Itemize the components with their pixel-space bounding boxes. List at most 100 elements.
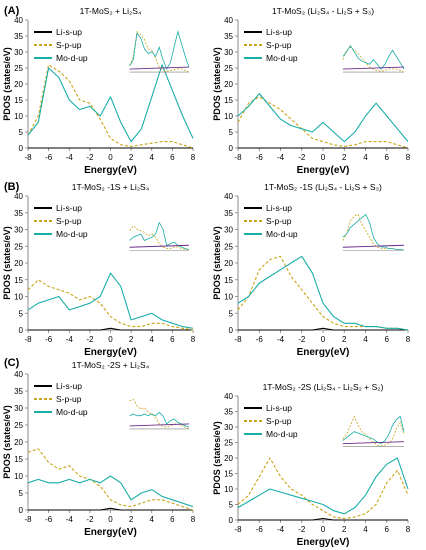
x-tick-label: -4 — [277, 335, 285, 344]
x-tick-label: 2 — [129, 153, 134, 162]
x-tick-label: 0 — [321, 335, 326, 344]
y-tick-label: 30 — [14, 404, 23, 413]
x-tick-label: 4 — [150, 335, 155, 344]
inset-plot — [129, 221, 190, 251]
x-tick-label: 8 — [406, 153, 411, 162]
series-line-li-s-up — [238, 327, 408, 331]
series-line-s-p-up — [237, 96, 409, 149]
inset-line-2 — [342, 44, 405, 70]
y-axis-label: PDOS (states/eV) — [212, 421, 222, 495]
y-tick-label: 15 — [224, 276, 233, 285]
x-tick-label: -8 — [24, 335, 32, 344]
y-axis-label: PDOS (states/eV) — [212, 226, 222, 300]
y-tick-label: 40 — [14, 370, 23, 379]
y-tick-label: 35 — [224, 32, 233, 41]
legend-label: S-p-up — [266, 416, 292, 426]
inset-purple-line — [342, 244, 405, 248]
inset-line-2 — [342, 213, 405, 251]
y-tick-label: 5 — [229, 128, 234, 137]
x-axis-label: Energy(eV) — [297, 165, 350, 176]
inset-line-1 — [342, 415, 405, 447]
legend-label: Mo-d-up — [266, 53, 298, 63]
x-tick-label: -2 — [86, 515, 94, 524]
x-tick-label: 6 — [385, 525, 390, 534]
chart-title: 1T-MoS₂ -2S + Li₂S₄ — [72, 360, 150, 370]
x-tick-label: -2 — [86, 153, 94, 162]
y-tick-label: 30 — [14, 48, 23, 57]
y-tick-label: 15 — [224, 96, 233, 105]
legend-label: Li-s-up — [266, 403, 292, 413]
series-line-li-s-up — [238, 517, 408, 521]
x-tick-label: -6 — [256, 153, 264, 162]
series-line-mo-d-up — [27, 64, 194, 143]
x-tick-label: -2 — [298, 153, 306, 162]
y-tick-label: 25 — [224, 242, 233, 251]
x-tick-label: 0 — [321, 525, 326, 534]
series-line-s-p-up — [27, 279, 194, 331]
inset-plot — [342, 44, 405, 73]
inset-purple-line — [342, 441, 405, 445]
x-tick-label: -4 — [277, 153, 285, 162]
x-tick-label: 6 — [385, 153, 390, 162]
legend-label: S-p-up — [266, 40, 292, 50]
y-tick-label: 40 — [224, 192, 233, 201]
legend-label: S-p-up — [56, 216, 82, 226]
x-tick-label: -4 — [66, 515, 74, 524]
x-tick-label: 2 — [342, 153, 347, 162]
y-tick-label: 30 — [224, 226, 233, 235]
x-tick-label: 4 — [363, 153, 368, 162]
series-line-mo-d-up — [237, 255, 409, 331]
legend-label: Mo-d-up — [266, 429, 298, 439]
x-tick-label: -8 — [24, 153, 32, 162]
y-tick-label: 0 — [19, 506, 24, 515]
y-axis-label: PDOS (states/eV) — [212, 47, 222, 121]
x-tick-label: 8 — [191, 153, 196, 162]
x-tick-label: 4 — [363, 525, 368, 534]
y-tick-label: 35 — [224, 209, 233, 218]
y-tick-label: 10 — [14, 472, 23, 481]
x-tick-label: -8 — [24, 515, 32, 524]
y-tick-label: 5 — [229, 501, 234, 510]
x-axis-label: Energy(eV) — [84, 165, 137, 176]
legend-label: Li-s-up — [56, 203, 82, 213]
series-line-mo-d-up — [237, 457, 409, 515]
legend-label: Li-s-up — [266, 203, 292, 213]
y-tick-label: 15 — [14, 276, 23, 285]
y-tick-label: 10 — [224, 293, 233, 302]
y-tick-label: 10 — [14, 293, 23, 302]
x-tick-label: 0 — [108, 335, 113, 344]
y-tick-label: 20 — [224, 259, 233, 268]
y-tick-label: 35 — [14, 387, 23, 396]
y-tick-label: 20 — [14, 80, 23, 89]
inset-purple-line — [342, 66, 405, 70]
y-tick-label: 15 — [14, 455, 23, 464]
y-tick-label: 40 — [14, 192, 23, 201]
inset-line-2 — [342, 415, 405, 445]
y-tick-label: 25 — [14, 64, 23, 73]
panel-label-c: (C) — [4, 357, 20, 369]
series-line-s-p-up — [237, 255, 409, 331]
x-tick-label: 6 — [385, 335, 390, 344]
chart-title: 1T-MoS₂ + Li₂S₄ — [80, 6, 142, 16]
x-axis-label: Energy(eV) — [297, 537, 350, 548]
chart-title: 1T-MoS₂ (Li₂S₄ - Li₂S + S₃) — [272, 6, 374, 16]
inset-line-2 — [129, 411, 190, 428]
y-tick-label: 20 — [14, 438, 23, 447]
chart-panel-2: 1T-MoS₂ (Li₂S₄ - Li₂S + S₃)0510152025303… — [212, 6, 411, 176]
chart-title: 1T-MoS₂ -2S (Li₂S₄ - Li₂S₂ + S₂) — [263, 382, 384, 392]
series-line-li-s-up — [28, 507, 193, 511]
x-tick-label: 2 — [129, 335, 134, 344]
legend-label: Mo-d-up — [266, 229, 298, 239]
series-line-mo-d-up — [27, 272, 194, 329]
y-tick-label: 10 — [224, 485, 233, 494]
y-tick-label: 30 — [224, 48, 233, 57]
inset-purple-line — [129, 423, 190, 427]
series-line-s-p-up — [237, 457, 409, 520]
inset-line-1 — [129, 30, 190, 73]
x-tick-label: -2 — [298, 525, 306, 534]
y-axis-label: PDOS (states/eV) — [2, 405, 12, 479]
y-tick-label: 40 — [224, 392, 233, 401]
y-tick-label: 35 — [224, 408, 233, 417]
x-tick-label: -8 — [234, 153, 242, 162]
